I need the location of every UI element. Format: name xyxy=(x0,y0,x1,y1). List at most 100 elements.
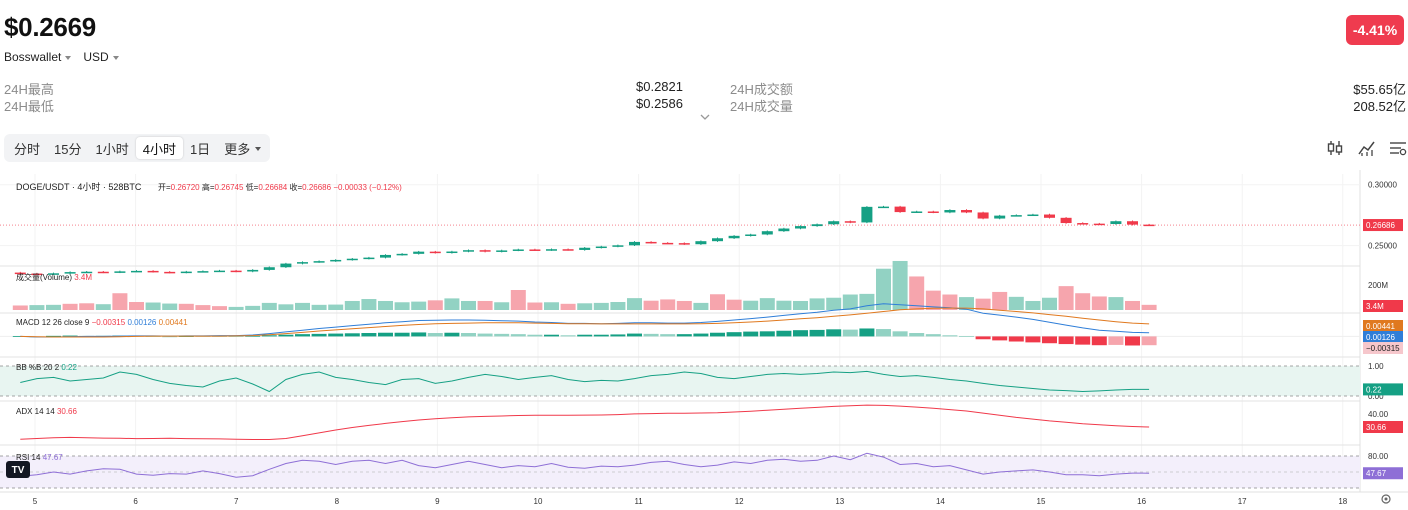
volume-bar xyxy=(1108,297,1124,310)
macd-histogram-bar xyxy=(1108,336,1124,345)
candle xyxy=(612,245,624,247)
volume-bar xyxy=(959,297,974,310)
candle xyxy=(1127,221,1138,225)
macd-histogram-bar xyxy=(909,333,925,337)
chevron-down-icon xyxy=(65,55,72,60)
candle xyxy=(828,221,840,225)
volume-bar xyxy=(394,302,410,310)
macd-histogram-bar xyxy=(494,333,510,337)
macd-histogram-bar xyxy=(660,334,676,337)
candle xyxy=(64,272,76,274)
candle xyxy=(546,249,557,251)
volume-bar xyxy=(444,298,460,310)
x-tick-label: 5 xyxy=(33,497,38,506)
volume-bar xyxy=(195,305,211,310)
candlestick-icon[interactable] xyxy=(1326,139,1344,157)
candle xyxy=(911,211,923,213)
volume-bar xyxy=(577,303,593,310)
volume-bar xyxy=(859,293,875,310)
gear-icon[interactable] xyxy=(1381,494,1391,504)
macd-histogram-bar xyxy=(62,335,78,337)
candle xyxy=(114,271,126,273)
y-tick-label: 80.00 xyxy=(1368,452,1389,461)
volume-bar xyxy=(378,300,393,310)
x-tick-label: 10 xyxy=(534,497,543,506)
candle xyxy=(662,242,674,245)
macd-label-macd: 0.00126 xyxy=(1366,333,1395,342)
settings-icon[interactable] xyxy=(1389,139,1407,157)
macd-label-signal: 0.00441 xyxy=(1366,322,1395,331)
expand-chevron-icon[interactable] xyxy=(700,112,710,122)
tab-15m[interactable]: 15分 xyxy=(54,141,82,157)
macd-histogram-bar xyxy=(793,330,808,337)
macd-histogram-bar xyxy=(510,334,526,337)
volume-bar xyxy=(427,300,443,310)
candle xyxy=(197,271,209,273)
candle xyxy=(894,206,906,213)
macd-histogram-bar xyxy=(627,333,642,337)
rsi-last-label-bg xyxy=(1363,467,1403,480)
macd-histogram-bar xyxy=(477,333,493,337)
candle xyxy=(48,273,59,275)
volume-bar xyxy=(743,300,759,310)
volume-bar xyxy=(311,304,327,310)
candle xyxy=(1060,217,1072,224)
candle xyxy=(861,206,873,223)
macd-histogram-bar xyxy=(311,333,327,337)
current-price: $0.2669 xyxy=(4,12,96,42)
macd-histogram-bar xyxy=(1141,336,1157,346)
candle xyxy=(81,271,93,274)
volume-bar xyxy=(29,305,45,310)
stat-low-value: $0.2586 xyxy=(636,96,683,111)
exchange-label: Bosswallet xyxy=(4,50,62,64)
volume-bar xyxy=(527,302,543,310)
candle xyxy=(429,251,441,254)
y-tick-label: 200M xyxy=(1368,281,1388,290)
tab-timeline[interactable]: 分时 xyxy=(14,141,41,157)
volume-bar xyxy=(361,299,377,310)
bb-line xyxy=(20,370,1150,393)
currency-label: USD xyxy=(83,50,109,64)
volume-last-label-bg xyxy=(1363,300,1403,312)
volume-bar xyxy=(710,294,725,310)
volume-bar xyxy=(892,260,908,310)
volume-bar xyxy=(228,306,244,310)
candle xyxy=(230,270,242,273)
candle xyxy=(878,206,889,209)
price-chart[interactable]: 5 6 7 8 9 10 11 12 13 14 15 16 17 18 0.30000 0.25000 0.2… xyxy=(0,170,1408,510)
macd-histogram-bar xyxy=(162,336,178,338)
x-tick-label: 17 xyxy=(1238,497,1247,506)
candle xyxy=(844,221,856,223)
volume-bar xyxy=(62,303,78,310)
currency-selector[interactable]: USD xyxy=(83,50,119,64)
adx-last-label: 30.66 xyxy=(1366,423,1387,432)
last-price-label-bg xyxy=(1363,219,1403,232)
svg-text:TV: TV xyxy=(12,465,25,476)
indicator-icon[interactable] xyxy=(1358,139,1376,157)
macd-histogram-bar xyxy=(676,334,692,337)
x-tick-label: 15 xyxy=(1037,497,1046,506)
macd-histogram-bar xyxy=(544,334,559,337)
tab-1d[interactable]: 1日 xyxy=(189,141,211,157)
volume-bar xyxy=(1025,300,1041,310)
macd-label-hist: −0.00315 xyxy=(1366,344,1400,353)
candle xyxy=(927,211,939,213)
volume-bar xyxy=(328,304,344,310)
macd-histogram-bar xyxy=(759,331,775,337)
tab-1h[interactable]: 1小时 xyxy=(95,141,129,157)
tab-4h[interactable]: 4小时 xyxy=(135,137,183,159)
candle xyxy=(413,251,425,254)
macd-histogram-bar xyxy=(328,333,344,337)
volume-bar xyxy=(245,305,261,310)
volume-bar xyxy=(510,290,526,310)
volume-bar xyxy=(942,294,958,310)
candle xyxy=(795,226,806,229)
tab-more[interactable]: 更多 xyxy=(217,137,268,159)
macd-histogram-bar xyxy=(959,336,974,337)
ohlc-readout: 开=0.26720 高=0.26745 低=0.26684 收=0.26686 … xyxy=(158,182,402,192)
x-tick-label: 9 xyxy=(435,497,440,506)
exchange-selector[interactable]: Bosswallet xyxy=(4,50,72,64)
volume-bar xyxy=(627,298,642,310)
x-tick-label: 16 xyxy=(1137,497,1146,506)
chart-title: DOGE/USDT · 4小时 · 528BTC xyxy=(16,181,142,192)
